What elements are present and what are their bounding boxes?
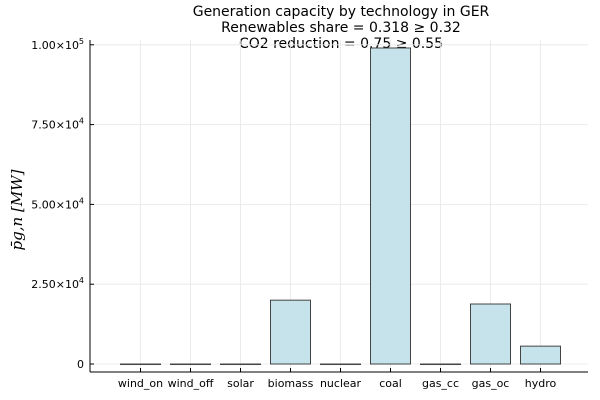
bar-hydro <box>520 345 561 365</box>
bar-wind_off <box>170 363 211 366</box>
x-tick-label-gas_cc: gas_cc <box>422 377 459 390</box>
chart-title-line-2: Renewables share = 0.318 ≥ 0.32 <box>221 20 461 36</box>
y-tick-labels: 02.50×10 45.00×10 47.50×10 41.00×10 5 <box>31 37 84 371</box>
y-tick-exponent: 4 <box>79 276 84 285</box>
x-tick-label-coal: coal <box>379 377 402 390</box>
y-tick-label: 2.50×10 <box>31 278 79 291</box>
y-tick-label: 5.00×10 <box>31 198 79 211</box>
x-tick-label-wind_on: wind_on <box>118 377 163 390</box>
bar-biomass <box>270 299 311 365</box>
x-tick-label-hydro: hydro <box>525 377 557 390</box>
y-tick-label: 0 <box>77 358 84 371</box>
y-tick-exponent: 4 <box>79 117 84 126</box>
bar-gas_cc <box>420 363 461 366</box>
bar-gas_oc <box>470 303 511 365</box>
x-tick-label-gas_oc: gas_oc <box>472 377 510 390</box>
bar-nuclear <box>320 363 361 366</box>
x-tick-labels: wind_on wind_off solar biomass nuclear coal ga… <box>118 377 557 390</box>
x-tick-label-wind_off: wind_off <box>168 377 214 390</box>
chart-title: Generation capacity by technology in GER… <box>193 4 490 52</box>
x-tick-label-biomass: biomass <box>268 377 314 390</box>
grid <box>90 40 588 372</box>
bar-solar <box>220 363 261 366</box>
x-tick-label-nuclear: nuclear <box>320 377 362 390</box>
y-tick-exponent: 4 <box>79 196 84 205</box>
bar-coal <box>370 47 411 365</box>
y-axis-label: p̄g,n [MW] <box>8 169 26 250</box>
y-tick-label: 1.00×10 <box>31 39 79 52</box>
y-tick-exponent: 5 <box>79 37 84 46</box>
y-tick-label: 7.50×10 <box>31 119 79 132</box>
axes <box>89 40 588 373</box>
chart-title-line-1: Generation capacity by technology in GER <box>193 4 490 20</box>
x-tick-label-solar: solar <box>227 377 254 390</box>
bars <box>120 47 561 366</box>
bar-wind_on <box>120 363 161 366</box>
chart-title-line-3: CO2 reduction = 0.75 ≥ 0.55 <box>239 36 443 52</box>
